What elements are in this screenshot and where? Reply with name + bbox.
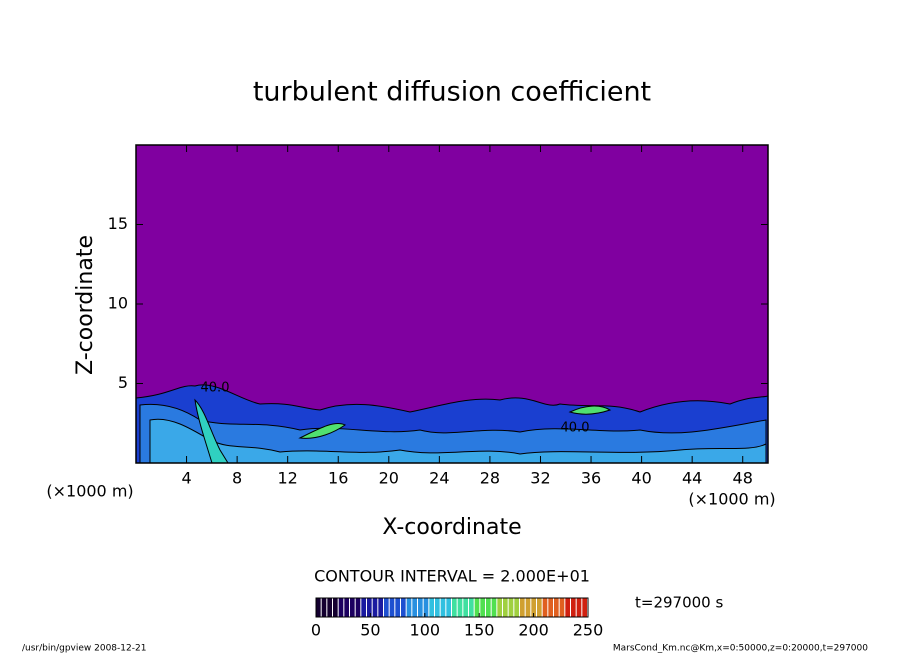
x-units: (×1000 m): [688, 490, 775, 509]
x-tick-label: 20: [379, 469, 399, 488]
colorbar-tick-label: 50: [360, 621, 380, 640]
contour-label: 40.0: [561, 421, 590, 436]
x-tick-label: 8: [232, 469, 242, 488]
x-tick-label: 36: [581, 469, 601, 488]
x-tick-label: 40: [631, 469, 651, 488]
colorbar-stripe: [520, 598, 525, 617]
colorbar-stripe: [412, 598, 417, 617]
colorbar-stripe: [452, 598, 457, 617]
colorbar-stripe: [491, 598, 497, 617]
colorbar-stripe: [548, 598, 553, 617]
colorbar-stripe: [446, 598, 451, 617]
colorbar-stripe: [350, 598, 355, 617]
colorbar-tick-label: 200: [518, 621, 549, 640]
colorbar-stripe: [537, 598, 542, 617]
colorbar-frame: [315, 597, 589, 618]
x-axis-label: X-coordinate: [382, 515, 521, 540]
colorbar-stripe: [480, 598, 485, 617]
x-tick-label: 44: [682, 469, 702, 488]
field-region: [149, 418, 767, 464]
x-tick-label: 32: [530, 469, 550, 488]
colorbar-stripe: [503, 598, 508, 617]
y-tick-label: 15: [108, 214, 128, 233]
colorbar-stripe: [389, 598, 395, 617]
colorbar-stripe: [582, 598, 587, 617]
footer-left: /usr/bin/gpview 2008-12-21: [22, 644, 146, 654]
colorbar-stripe: [463, 598, 468, 617]
colorbar-stripe: [457, 598, 463, 617]
colorbar-stripe: [423, 598, 429, 617]
contour-interval: CONTOUR INTERVAL = 2.000E+01: [314, 567, 590, 586]
contour-label: 40.0: [201, 381, 230, 396]
colorbar-tick-label: 150: [464, 621, 495, 640]
colorbar-stripe: [435, 598, 440, 617]
x-tick-label: 16: [328, 469, 348, 488]
colorbar-tick-label: 0: [311, 621, 321, 640]
colorbar-stripe: [508, 598, 514, 617]
colorbar-stripe: [554, 598, 559, 617]
colorbar-stripe: [565, 598, 570, 617]
colorbar-stripe: [333, 598, 338, 617]
colorbar-stripe: [344, 598, 349, 617]
colorbar-stripe: [401, 598, 406, 617]
field-region: [568, 405, 612, 415]
colorbar-stripe: [559, 598, 565, 617]
time-label: t=297000 s: [635, 594, 723, 612]
colorbar-stripe: [531, 598, 536, 617]
colorbar-stripe: [395, 598, 400, 617]
colorbar-stripe: [542, 598, 548, 617]
colorbar-stripe: [497, 598, 502, 617]
colorbar-stripe: [327, 598, 332, 617]
x-tick-label: 28: [480, 469, 500, 488]
colorbar-stripe: [576, 598, 582, 617]
colorbar-stripe: [367, 598, 372, 617]
field-region: [139, 403, 767, 464]
colorbar-stripe: [525, 598, 531, 617]
colorbar-stripe: [514, 598, 519, 617]
y-tick-label: 10: [108, 294, 128, 313]
colorbar-tick-label: 100: [410, 621, 441, 640]
footer-right: MarsCond_Km.nc@Km,x=0:50000,z=0:20000,t=…: [613, 644, 868, 654]
colorbar-stripe: [384, 598, 389, 617]
colorbar-stripe: [355, 598, 361, 617]
colorbar-stripe: [486, 598, 491, 617]
colorbar-stripe: [316, 598, 321, 617]
colorbar-stripe: [469, 598, 474, 617]
colorbar-stripe: [474, 598, 480, 617]
colorbar-stripe: [378, 598, 383, 617]
colorbar-stripe: [406, 598, 412, 617]
colorbar-stripe: [361, 598, 366, 617]
colorbar-stripe: [571, 598, 576, 617]
x-tick-label: 48: [733, 469, 753, 488]
colorbar-tick-label: 250: [573, 621, 604, 640]
x-tick-label: 4: [181, 469, 191, 488]
colorbar-stripe: [429, 598, 434, 617]
x-tick-label: 12: [278, 469, 298, 488]
colorbar-stripe: [372, 598, 378, 617]
x-tick-label: 24: [429, 469, 449, 488]
colorbar-stripe: [338, 598, 344, 617]
x-units: (×1000 m): [46, 482, 133, 501]
plot-area: 40.0 40.0: [135, 145, 769, 464]
colorbar-stripe: [418, 598, 423, 617]
colorbar-stripe: [321, 598, 327, 617]
colorbar-stripe: [440, 598, 446, 617]
y-axis-label: Z-coordinate: [73, 235, 98, 375]
field-region: [298, 423, 346, 439]
y-tick-label: 5: [118, 373, 128, 392]
chart-title: turbulent diffusion coefficient: [253, 77, 651, 108]
